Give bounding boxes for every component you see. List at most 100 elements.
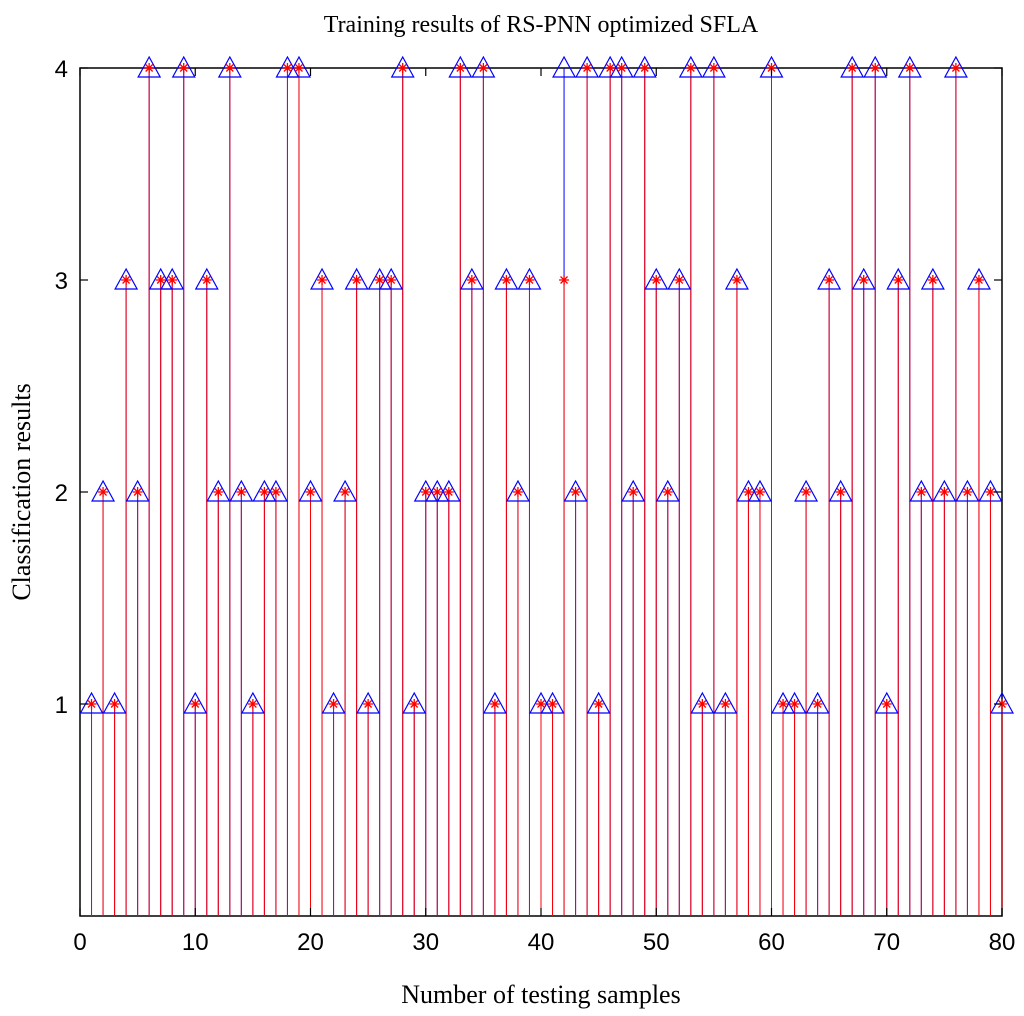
actual-triangle-marker [286,55,311,78]
actual-triangle-marker [240,691,265,714]
actual-triangle-marker [194,267,219,290]
predicted-asterisk-marker [973,275,984,285]
predicted-asterisk-marker [628,487,639,497]
actual-triangle-marker [966,267,991,290]
actual-triangle-marker [863,55,888,78]
predicted-asterisk-marker [858,275,869,285]
actual-triangle-marker [344,267,369,290]
predicted-asterisk-marker [824,275,835,285]
predicted-asterisk-marker [916,487,927,497]
actual-triangle-marker [321,691,346,714]
predicted-asterisk-marker [870,63,881,73]
x-tick-label: 10 [182,929,209,956]
actual-triangle-marker [989,691,1015,714]
predicted-asterisk-marker [893,275,904,285]
actual-markers [79,55,1015,714]
predicted-asterisk-marker [801,487,812,497]
actual-triangle-marker [920,267,945,290]
actual-triangle-marker [794,479,819,502]
predicted-asterisk-marker [605,63,616,73]
y-tick-label: 2 [55,480,68,507]
actual-triangle-marker [436,479,461,502]
actual-triangle-marker [263,479,288,502]
actual-triangle-marker [563,479,588,502]
actual-triangle-marker [575,55,600,78]
actual-triangle-marker [379,267,404,290]
predicted-asterisk-marker [374,275,385,285]
predicted-asterisk-marker [685,63,696,73]
predicted-asterisk-marker [570,487,581,497]
x-tick-label: 20 [297,929,324,956]
actual-triangle-marker [840,55,865,78]
predicted-asterisk-marker [98,487,109,497]
predicted-asterisk-marker [881,699,892,709]
actual-triangle-marker [217,55,242,78]
predicted-asterisk-marker [950,63,961,73]
predicted-asterisk-marker [201,275,212,285]
predicted-asterisk-marker [213,487,224,497]
actual-triangle-marker [171,55,196,78]
predicted-asterisk-marker [455,63,466,73]
predicted-asterisk-marker [259,487,270,497]
predicted-asterisk-marker [224,63,235,73]
predicted-asterisk-marker [236,487,247,497]
predicted-asterisk-marker [754,487,765,497]
predicted-asterisk-marker [697,699,708,709]
x-tick-label: 50 [643,929,670,956]
predicted-asterisk-marker [155,275,166,285]
actual-triangle-marker [102,691,127,714]
predicted-asterisk-marker [639,63,650,73]
predicted-asterisk-marker [247,699,258,709]
x-tick-label: 80 [989,929,1016,956]
actual-triangle-marker [805,691,830,714]
actual-triangle-marker [114,267,139,290]
y-tick-label: 1 [55,692,68,719]
actual-triangle-marker [609,55,634,78]
predicted-asterisk-marker [121,275,132,285]
predicted-asterisk-marker [743,487,754,497]
x-tick-label: 40 [528,929,555,956]
predicted-stems [91,68,1003,916]
predicted-asterisk-marker [144,63,155,73]
actual-triangle-marker [298,479,323,502]
actual-triangle-marker [459,267,484,290]
y-axis-ticks: 1 2 3 4 [55,56,1002,719]
predicted-asterisk-marker [778,699,789,709]
actual-triangle-marker [482,691,507,714]
predicted-asterisk-marker [904,63,915,73]
actual-triangle-marker [79,691,104,714]
actual-triangle-marker [701,55,726,78]
predicted-asterisk-marker [340,487,351,497]
actual-triangle-marker [978,479,1003,502]
predicted-asterisk-marker [351,275,362,285]
actual-triangle-marker [932,479,957,502]
actual-triangle-marker [229,479,254,502]
predicted-asterisk-marker [674,275,685,285]
predicted-asterisk-marker [420,487,431,497]
predicted-asterisk-marker [478,63,489,73]
x-tick-label: 0 [73,929,86,956]
predicted-asterisk-marker [328,699,339,709]
predicted-markers [86,63,1007,709]
x-tick-label: 70 [873,929,900,956]
predicted-asterisk-marker [409,699,420,709]
actual-triangle-marker [183,691,208,714]
actual-triangle-marker [448,55,473,78]
actual-triangle-marker [782,691,807,714]
x-axis-label: Number of testing samples [401,980,680,1009]
predicted-asterisk-marker [397,63,408,73]
predicted-asterisk-marker [293,63,304,73]
predicted-asterisk-marker [720,699,731,709]
predicted-asterisk-marker [582,63,593,73]
actual-triangle-marker [632,55,657,78]
predicted-asterisk-marker [282,63,293,73]
actual-triangle-marker [91,479,116,502]
predicted-asterisk-marker [317,275,328,285]
predicted-asterisk-marker [593,699,604,709]
actual-triangle-marker [494,267,519,290]
predicted-asterisk-marker [835,487,846,497]
predicted-asterisk-marker [789,699,800,709]
predicted-asterisk-marker [86,699,97,709]
actual-triangle-marker [644,267,669,290]
